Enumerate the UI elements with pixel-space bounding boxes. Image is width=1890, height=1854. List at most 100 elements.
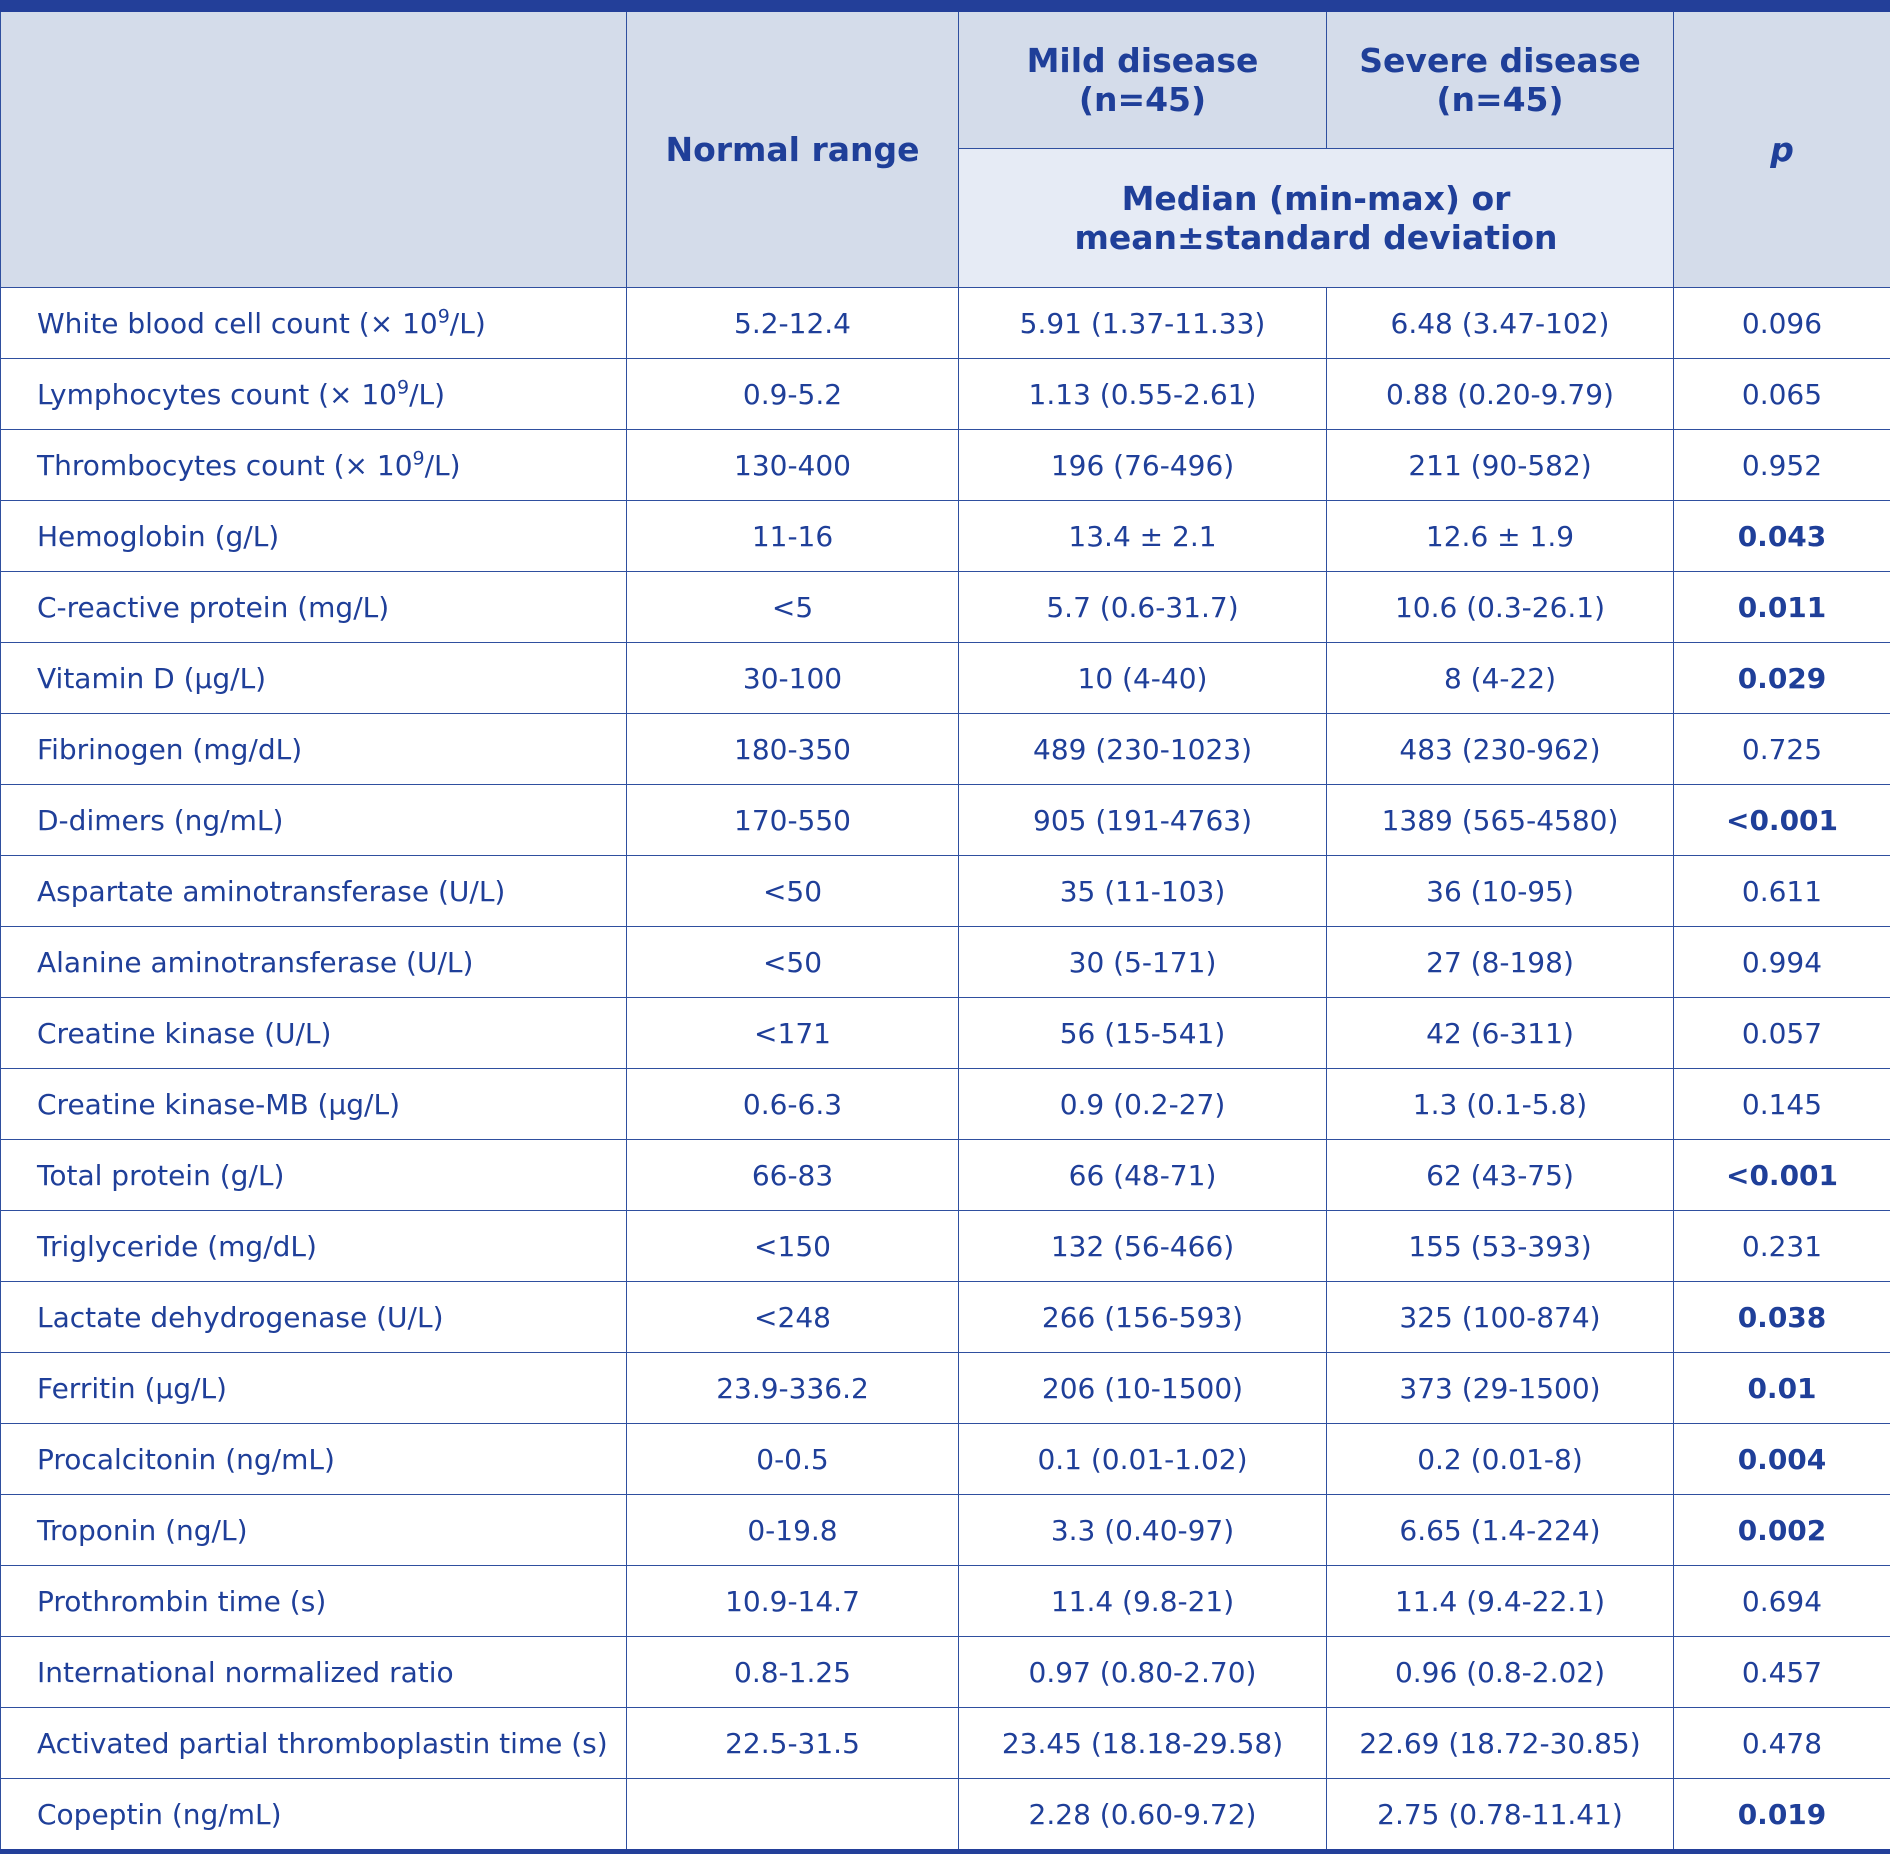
- row-normal-range: 5.2-12.4: [627, 288, 959, 359]
- row-parameter-name: Ferritin (µg/L): [1, 1353, 627, 1424]
- row-mild-value: 66 (48-71): [959, 1140, 1327, 1211]
- row-mild-value: 905 (191-4763): [959, 785, 1327, 856]
- row-p-value: 0.002: [1674, 1495, 1890, 1566]
- row-severe-value: 1.3 (0.1-5.8): [1327, 1069, 1674, 1140]
- row-parameter-name: Prothrombin time (s): [1, 1566, 627, 1637]
- row-normal-range: <50: [627, 856, 959, 927]
- row-normal-range: 23.9-336.2: [627, 1353, 959, 1424]
- row-normal-range: 0-19.8: [627, 1495, 959, 1566]
- row-parameter-name: Creatine kinase (U/L): [1, 998, 627, 1069]
- row-p-value: 0.029: [1674, 643, 1890, 714]
- parameter-label: Vitamin D (µg/L): [37, 662, 266, 695]
- row-mild-value: 489 (230-1023): [959, 714, 1327, 785]
- row-mild-value: 13.4 ± 2.1: [959, 501, 1327, 572]
- parameter-label: Copeptin (ng/mL): [37, 1798, 282, 1831]
- row-mild-value: 10 (4-40): [959, 643, 1327, 714]
- row-normal-range: <5: [627, 572, 959, 643]
- unit-exponent: 9: [438, 305, 450, 327]
- row-mild-value: 2.28 (0.60-9.72): [959, 1779, 1327, 1852]
- row-severe-value: 0.96 (0.8-2.02): [1327, 1637, 1674, 1708]
- row-p-value: 0.952: [1674, 430, 1890, 501]
- parameter-label: C-reactive protein (mg/L): [37, 591, 389, 624]
- row-p-value: 0.096: [1674, 288, 1890, 359]
- unit-suffix: /L): [425, 449, 461, 482]
- row-severe-value: 22.69 (18.72-30.85): [1327, 1708, 1674, 1779]
- row-normal-range: 22.5-31.5: [627, 1708, 959, 1779]
- row-p-value: 0.145: [1674, 1069, 1890, 1140]
- row-severe-value: 10.6 (0.3-26.1): [1327, 572, 1674, 643]
- table-body: White blood cell count (× 109/L)5.2-12.4…: [1, 288, 1890, 1852]
- row-severe-value: 6.65 (1.4-224): [1327, 1495, 1674, 1566]
- row-normal-range: 130-400: [627, 430, 959, 501]
- header-p-value: p: [1674, 6, 1890, 288]
- header-statistic: Median (min-max) or mean±standard deviat…: [959, 149, 1674, 288]
- row-normal-range: <50: [627, 927, 959, 998]
- row-severe-value: 2.75 (0.78-11.41): [1327, 1779, 1674, 1852]
- row-parameter-name: Hemoglobin (g/L): [1, 501, 627, 572]
- header-mild-disease: Mild disease (n=45): [959, 6, 1327, 149]
- parameter-label: Lymphocytes count (× 10: [37, 378, 397, 411]
- row-mild-value: 11.4 (9.8-21): [959, 1566, 1327, 1637]
- parameter-label: Alanine aminotransferase (U/L): [37, 946, 473, 979]
- row-parameter-name: Procalcitonin (ng/mL): [1, 1424, 627, 1495]
- row-p-value: 0.994: [1674, 927, 1890, 998]
- row-normal-range: 170-550: [627, 785, 959, 856]
- row-parameter-name: White blood cell count (× 109/L): [1, 288, 627, 359]
- row-parameter-name: Troponin (ng/L): [1, 1495, 627, 1566]
- row-p-value: 0.457: [1674, 1637, 1890, 1708]
- row-severe-value: 373 (29-1500): [1327, 1353, 1674, 1424]
- row-mild-value: 266 (156-593): [959, 1282, 1327, 1353]
- row-normal-range: <150: [627, 1211, 959, 1282]
- row-p-value: 0.004: [1674, 1424, 1890, 1495]
- row-severe-value: 62 (43-75): [1327, 1140, 1674, 1211]
- row-severe-value: 0.2 (0.01-8): [1327, 1424, 1674, 1495]
- row-mild-value: 3.3 (0.40-97): [959, 1495, 1327, 1566]
- row-mild-value: 5.7 (0.6-31.7): [959, 572, 1327, 643]
- table-row: White blood cell count (× 109/L)5.2-12.4…: [1, 288, 1890, 359]
- row-severe-value: 1389 (565-4580): [1327, 785, 1674, 856]
- row-p-value: 0.231: [1674, 1211, 1890, 1282]
- row-mild-value: 23.45 (18.18-29.58): [959, 1708, 1327, 1779]
- row-p-value: 0.043: [1674, 501, 1890, 572]
- row-parameter-name: D-dimers (ng/mL): [1, 785, 627, 856]
- row-parameter-name: Activated partial thromboplastin time (s…: [1, 1708, 627, 1779]
- row-severe-value: 8 (4-22): [1327, 643, 1674, 714]
- row-severe-value: 483 (230-962): [1327, 714, 1674, 785]
- parameter-label: D-dimers (ng/mL): [37, 804, 283, 837]
- parameter-label: Ferritin (µg/L): [37, 1372, 227, 1405]
- row-parameter-name: Lymphocytes count (× 109/L): [1, 359, 627, 430]
- row-normal-range: 30-100: [627, 643, 959, 714]
- row-severe-value: 27 (8-198): [1327, 927, 1674, 998]
- row-p-value: <0.001: [1674, 785, 1890, 856]
- row-severe-value: 6.48 (3.47-102): [1327, 288, 1674, 359]
- row-severe-value: 11.4 (9.4-22.1): [1327, 1566, 1674, 1637]
- header-severe-disease: Severe disease (n=45): [1327, 6, 1674, 149]
- row-parameter-name: Alanine aminotransferase (U/L): [1, 927, 627, 998]
- parameter-label: Activated partial thromboplastin time (s…: [37, 1727, 608, 1760]
- parameter-label: Prothrombin time (s): [37, 1585, 326, 1618]
- row-mild-value: 5.91 (1.37-11.33): [959, 288, 1327, 359]
- row-p-value: 0.611: [1674, 856, 1890, 927]
- row-severe-value: 211 (90-582): [1327, 430, 1674, 501]
- table-row: Activated partial thromboplastin time (s…: [1, 1708, 1890, 1779]
- parameter-label: Total protein (g/L): [37, 1159, 284, 1192]
- parameter-label: Hemoglobin (g/L): [37, 520, 279, 553]
- row-parameter-name: Vitamin D (µg/L): [1, 643, 627, 714]
- row-parameter-name: Triglyceride (mg/dL): [1, 1211, 627, 1282]
- row-p-value: <0.001: [1674, 1140, 1890, 1211]
- row-parameter-name: Creatine kinase-MB (µg/L): [1, 1069, 627, 1140]
- parameter-label: International normalized ratio: [37, 1656, 454, 1689]
- row-normal-range: 0.6-6.3: [627, 1069, 959, 1140]
